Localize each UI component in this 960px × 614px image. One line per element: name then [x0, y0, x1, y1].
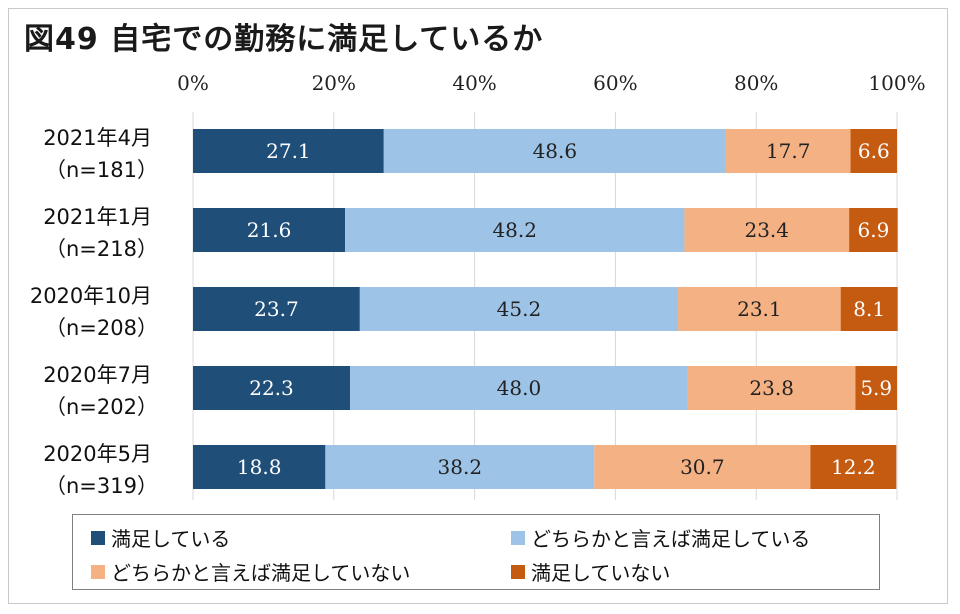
data-label: 27.1 [266, 139, 311, 163]
bar-segment [345, 208, 685, 252]
bar-segment [359, 287, 679, 331]
category-label: 2020年7月 [43, 363, 152, 387]
legend-label-dissatisfied: 満足していない [531, 561, 671, 585]
category-n-label: （n=208） [45, 316, 158, 340]
x-tick-label: 100% [868, 71, 925, 95]
data-label: 18.8 [237, 455, 282, 479]
data-label: 12.2 [831, 455, 876, 479]
legend: 満足している どちらかと言えば満足している どちらかと言えば満足していない 満足… [72, 514, 880, 590]
bar-segment [850, 129, 897, 173]
data-label: 45.2 [497, 297, 542, 321]
bar-segment [684, 208, 850, 252]
x-tick-label: 20% [312, 71, 356, 95]
x-tick-label: 0% [177, 71, 209, 95]
data-label: 21.6 [247, 218, 292, 242]
category-label: 2021年1月 [43, 205, 152, 229]
bar-segment [849, 208, 898, 252]
x-tick-label: 80% [734, 71, 778, 95]
category-label: 2021年4月 [43, 126, 152, 150]
legend-label-somewhat-dissatisfied: どちらかと言えば満足していない [111, 561, 411, 585]
legend-swatch-somewhat-dissatisfied [91, 564, 105, 579]
bar-segment [193, 129, 384, 173]
legend-swatch-somewhat-satisfied [511, 530, 525, 545]
legend-item-dissatisfied: 満足していない [511, 557, 670, 586]
bar-segment [325, 445, 595, 489]
data-label: 17.7 [766, 139, 811, 163]
category-n-label: （n=181） [45, 158, 158, 182]
data-label: 23.8 [749, 376, 794, 400]
legend-item-somewhat-dissatisfied: どちらかと言えば満足していない [91, 557, 410, 586]
bar-segment [349, 366, 688, 410]
legend-item-somewhat-satisfied: どちらかと言えば満足している [511, 523, 810, 552]
bar-segment [594, 445, 811, 489]
legend-label-somewhat-satisfied: どちらかと言えば満足している [531, 527, 811, 551]
data-label: 48.6 [533, 139, 578, 163]
legend-swatch-dissatisfied [511, 564, 525, 579]
data-label: 23.4 [744, 218, 789, 242]
data-label: 48.2 [492, 218, 537, 242]
data-label: 5.9 [860, 376, 892, 400]
legend-item-satisfied: 満足している [91, 523, 230, 552]
category-n-label: （n=319） [45, 474, 158, 498]
data-label: 6.9 [858, 218, 890, 242]
data-label: 23.7 [254, 297, 299, 321]
data-label: 30.7 [680, 455, 725, 479]
legend-label-satisfied: 満足している [111, 527, 231, 551]
bar-segment [855, 366, 897, 410]
data-label: 23.1 [737, 297, 782, 321]
bar-segment [383, 129, 726, 173]
bar-segment [687, 366, 856, 410]
bar-segment [840, 287, 898, 331]
category-n-label: （n=202） [45, 395, 158, 419]
x-tick-label: 60% [593, 71, 637, 95]
bar-segment [193, 208, 346, 252]
bar-segment [193, 287, 360, 331]
data-label: 22.3 [249, 376, 294, 400]
category-label: 2020年10月 [30, 284, 152, 308]
bar-segment [725, 129, 851, 173]
data-label: 8.1 [853, 297, 885, 321]
data-label: 6.6 [858, 139, 890, 163]
x-tick-label: 40% [452, 71, 496, 95]
data-label: 38.2 [438, 455, 483, 479]
bar-segment [678, 287, 841, 331]
category-n-label: （n=218） [45, 237, 158, 261]
data-label: 48.0 [497, 376, 542, 400]
legend-swatch-satisfied [91, 530, 105, 545]
chart-title: 図49 自宅での勤務に満足しているか [24, 22, 544, 57]
bar-segment [193, 445, 326, 489]
category-label: 2020年5月 [43, 442, 152, 466]
bar-segment [810, 445, 897, 489]
bar-segment [193, 366, 350, 410]
